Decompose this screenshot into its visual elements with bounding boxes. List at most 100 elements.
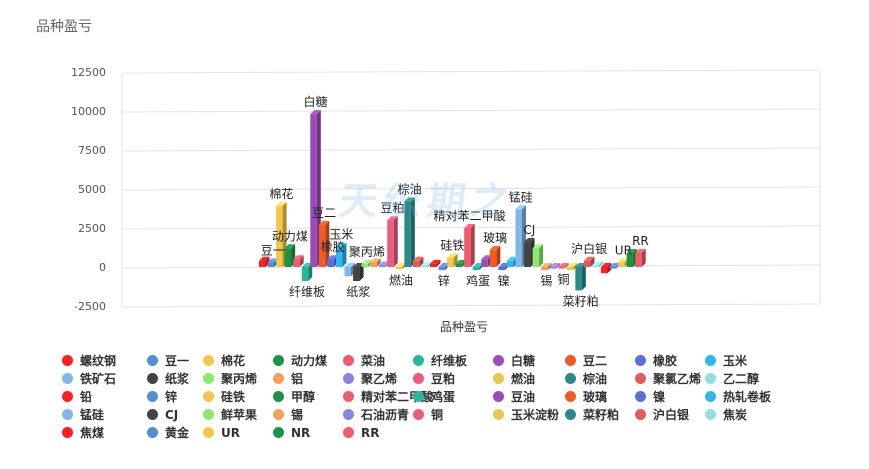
legend-item[interactable]: 锌 [147, 388, 203, 405]
legend-item[interactable]: 铁矿石 [62, 370, 147, 387]
legend-item[interactable]: 聚氯乙烯 [635, 370, 705, 387]
bar-螺纹钢[interactable] [259, 256, 270, 267]
bar-铝[interactable] [370, 258, 381, 267]
bar-菜籽粕[interactable] [575, 263, 586, 291]
legend-item[interactable]: 甲醇 [273, 388, 343, 405]
data-label: 燃油 [389, 272, 413, 287]
legend-item[interactable]: 乙二醇 [705, 370, 785, 387]
legend-item[interactable]: 镍 [635, 388, 705, 405]
legend-item[interactable]: 聚丙烯 [203, 370, 273, 387]
legend-label: 豆粕 [431, 372, 456, 386]
legend-item[interactable]: UR [203, 424, 273, 441]
bars-layer [259, 110, 646, 291]
bar-棕油[interactable] [404, 197, 415, 267]
legend-swatch [62, 373, 73, 384]
legend-label: 鸡蛋 [431, 390, 456, 404]
legend-item[interactable]: 铜 [413, 406, 493, 423]
legend-label: 纸浆 [165, 372, 190, 386]
legend-item[interactable]: 玉米淀粉 [493, 406, 565, 423]
legend-label: 棉花 [221, 354, 246, 368]
legend-item[interactable]: 豆油 [493, 388, 565, 405]
legend-swatch [62, 355, 73, 366]
legend-label: 豆二 [583, 354, 608, 368]
grid-layer [121, 69, 821, 308]
legend-item[interactable]: 豆二 [565, 352, 635, 369]
legend-item[interactable]: NR [273, 424, 343, 441]
legend-item[interactable]: 橡胶 [635, 352, 705, 369]
legend-swatch [147, 409, 158, 420]
legend-item[interactable]: 锡 [273, 406, 343, 423]
bar-石油沥青[interactable] [549, 263, 561, 269]
legend-item[interactable]: CJ [147, 406, 203, 423]
legend-swatch [565, 391, 576, 402]
legend-item[interactable]: 热轧卷板 [705, 388, 785, 405]
legend-item[interactable]: 白糖 [493, 352, 565, 369]
legend-item[interactable]: 鲜苹果 [203, 406, 273, 423]
bar-纤维板[interactable] [301, 263, 313, 282]
bar-玉米[interactable] [335, 242, 347, 267]
legend: 螺纹钢 豆一 棉花 动力煤 菜油 纤维板 白糖 豆二 橡胶 玉米铁矿石 纸浆 聚丙烯 铝 聚乙烯 豆粕 燃油 棕… [62, 352, 862, 441]
bar-鲜苹果[interactable] [532, 244, 544, 267]
bar-菜油[interactable] [293, 255, 304, 267]
legend-item[interactable]: 铅 [62, 388, 147, 405]
data-label: 玉米 [329, 228, 353, 242]
legend-item[interactable]: 黄金 [147, 424, 203, 441]
legend-swatch [273, 355, 284, 366]
legend-item[interactable]: 螺纹钢 [62, 352, 147, 369]
legend-item[interactable]: 石油沥青 [343, 406, 413, 423]
legend-item[interactable]: 玉米 [705, 352, 785, 369]
bar-豆粕[interactable] [387, 216, 398, 267]
bar-焦煤[interactable] [601, 263, 612, 274]
legend-item[interactable]: 焦炭 [705, 406, 785, 423]
bar-纸浆[interactable] [353, 263, 364, 282]
legend-item[interactable]: 玻璃 [565, 388, 635, 405]
legend-label: 焦炭 [723, 408, 748, 422]
bar-RR[interactable] [635, 248, 646, 267]
data-label: 玻璃 [483, 231, 507, 245]
legend-item[interactable]: 豆粕 [413, 370, 493, 387]
legend-item[interactable]: 聚乙烯 [343, 370, 413, 387]
legend-item[interactable]: 菜籽粕 [565, 406, 635, 423]
legend-item[interactable]: 棉花 [203, 352, 273, 369]
gridline [121, 108, 821, 113]
legend-item[interactable]: 纸浆 [147, 370, 203, 387]
legend-item[interactable]: 锰硅 [62, 406, 147, 423]
legend-swatch [62, 409, 73, 420]
bar-铜[interactable] [558, 263, 569, 269]
data-label: 鸡蛋 [466, 273, 490, 288]
legend-item[interactable]: 豆一 [147, 352, 203, 369]
legend-item[interactable]: 铝 [273, 370, 343, 387]
legend-item[interactable]: 焦煤 [62, 424, 147, 441]
bar-聚氯乙烯[interactable] [412, 256, 424, 267]
data-label: 豆二 [312, 206, 336, 220]
bar-铅[interactable] [430, 259, 441, 267]
legend-label: 乙二醇 [723, 372, 760, 386]
gridline [121, 186, 821, 191]
legend-swatch [413, 391, 424, 402]
legend-item[interactable]: 精对苯二甲酸 [343, 388, 433, 405]
legend-item[interactable]: 动力煤 [273, 352, 343, 369]
bar-玉米淀粉[interactable] [566, 263, 578, 271]
legend-label: 聚乙烯 [361, 372, 398, 386]
legend-item[interactable]: 鸡蛋 [413, 388, 493, 405]
bar-乙二醇[interactable] [421, 261, 432, 267]
legend-item[interactable]: 硅铁 [203, 388, 273, 405]
bar-豆二[interactable] [318, 220, 330, 267]
legend-swatch [203, 355, 214, 366]
bar-玻璃[interactable] [489, 245, 501, 267]
legend-swatch [493, 355, 504, 366]
legend-item[interactable]: 纤维板 [413, 352, 493, 369]
bar-焦炭[interactable] [592, 261, 603, 267]
legend-item[interactable]: 燃油 [493, 370, 565, 387]
legend-item[interactable]: 沪白银 [635, 406, 705, 423]
bar-精对苯二甲酸[interactable] [464, 224, 475, 267]
legend-item[interactable]: 棕油 [565, 370, 635, 387]
bar-沪白银[interactable] [583, 256, 595, 267]
legend-item[interactable]: 菜油 [343, 352, 413, 369]
bar-锡[interactable] [541, 263, 552, 271]
legend-label: 玉米淀粉 [511, 408, 560, 422]
legend-label: 纤维板 [431, 354, 468, 368]
legend-item[interactable]: RR [343, 424, 413, 441]
